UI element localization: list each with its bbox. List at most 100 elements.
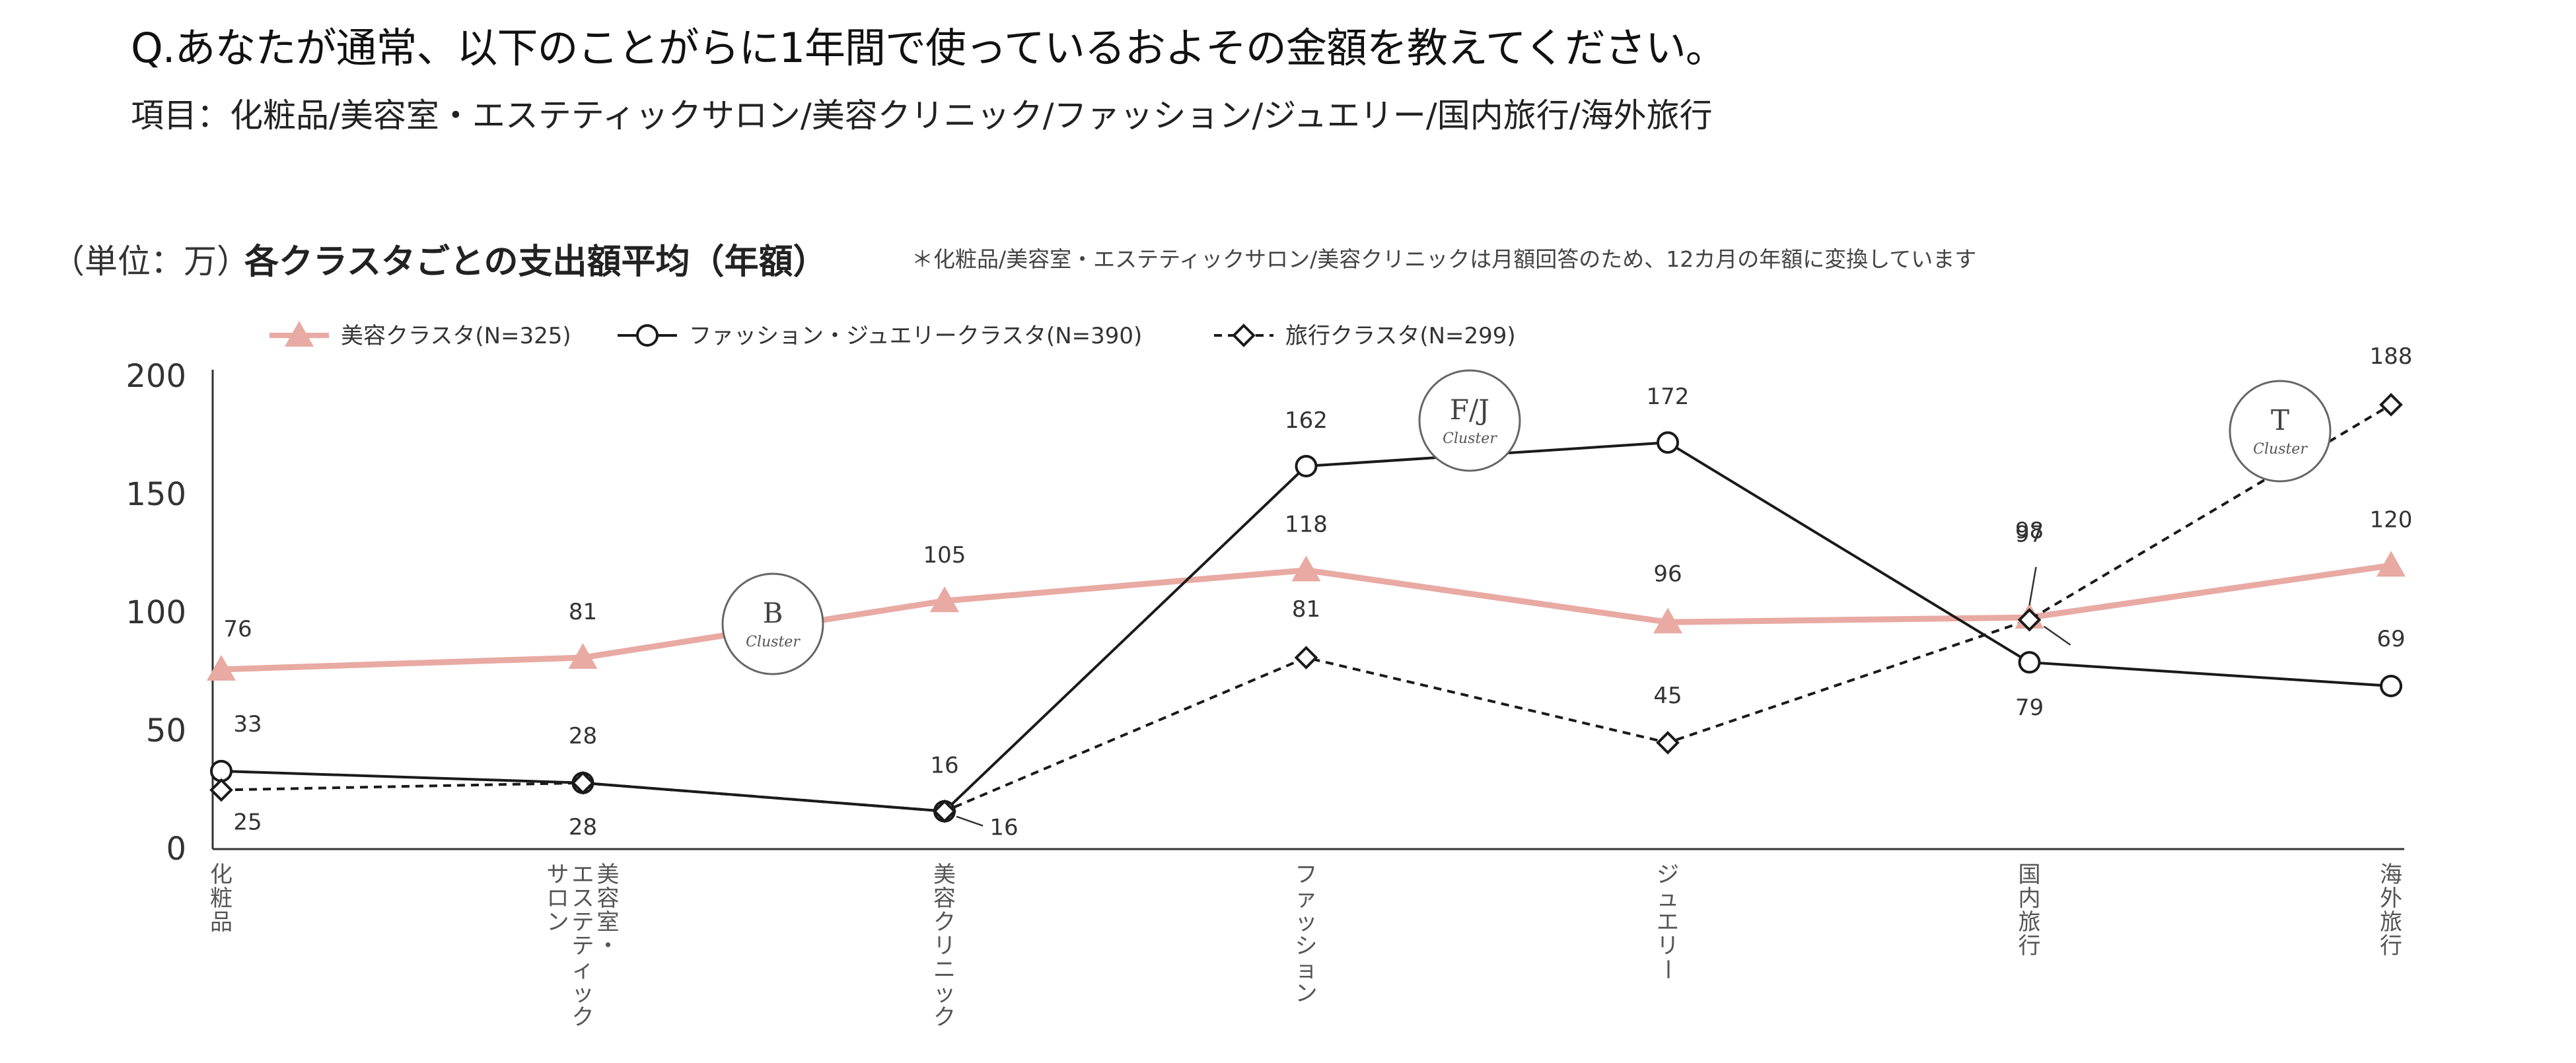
x-category-label-char: ・	[597, 933, 620, 959]
x-category-label-char: 外	[2380, 885, 2402, 912]
x-category-label-char: ン	[547, 909, 569, 936]
data-label: 28	[569, 814, 597, 840]
x-category-label-char: 粧	[210, 885, 233, 912]
x-category-label-char: 行	[2019, 933, 2041, 959]
x-category-label-char: ァ	[1295, 885, 1318, 912]
data-label: 69	[2377, 626, 2405, 652]
x-category-label-char: ク	[933, 909, 956, 936]
x-category-label-char: ッ	[1295, 909, 1318, 936]
cluster-badge-letter: T	[2271, 404, 2289, 436]
data-label: 105	[923, 542, 966, 568]
data-label: 97	[2015, 522, 2044, 548]
legend-marker-1	[636, 324, 659, 347]
legend-label: 旅行クラスタ(N=299)	[1285, 323, 1516, 349]
leader-line	[956, 815, 984, 827]
series-1-point	[2380, 674, 2402, 697]
data-label: 172	[1647, 384, 1690, 410]
series-1-point	[1657, 431, 1679, 454]
items-list: 項目：化粧品/美容室・エステティックサロン/美容クリニック/ファッション/ジュエ…	[131, 96, 1713, 135]
x-category-label-char: シ	[1295, 933, 1318, 959]
cluster-badge-sub: Cluster	[746, 634, 801, 650]
data-label: 33	[233, 711, 262, 737]
data-label: 28	[569, 723, 597, 749]
data-label: 98	[2015, 518, 2044, 544]
y-tick-label: 200	[125, 358, 186, 395]
x-category-label-char: ス	[572, 885, 594, 912]
data-label: 81	[569, 599, 597, 625]
series-1-point	[1295, 455, 1318, 478]
legend-label: 美容クラスタ(N=325)	[341, 323, 571, 349]
x-category-label-char: 美	[597, 862, 620, 888]
series-2-point	[933, 799, 956, 823]
x-category-label-char: テ	[572, 933, 594, 959]
x-category-label-char: ン	[1295, 980, 1318, 1007]
x-category-label-char: フ	[1295, 862, 1318, 888]
series-1-point	[210, 759, 233, 782]
leader-line	[2043, 625, 2071, 646]
x-category-label-char: ニ	[933, 957, 956, 983]
x-category-label-char: ッ	[933, 980, 956, 1007]
y-tick-label: 150	[125, 476, 186, 513]
series-2-point	[1294, 646, 1318, 669]
x-category-label-char: 旅	[2019, 909, 2041, 936]
data-label: 16	[989, 815, 1018, 841]
data-label: 16	[930, 753, 958, 779]
data-label: 120	[2370, 506, 2413, 533]
x-category-label-char: 内	[2019, 885, 2041, 912]
x-category-label-char: 室	[597, 909, 620, 936]
x-category-label-char: 国	[2019, 862, 2041, 888]
y-tick-label: 0	[166, 831, 186, 868]
series-2-point	[1656, 731, 1680, 755]
cluster-badge	[2229, 380, 2332, 483]
question-text: Q.あなたが通常、以下のことがらに1年間で使っているおよその金額を教えてください…	[131, 24, 1727, 72]
cluster-badge-letter: F/J	[1450, 394, 1489, 426]
x-category-label-char: ク	[933, 1004, 956, 1031]
series-0-point	[1291, 555, 1321, 582]
x-category-label-char: エ	[1657, 909, 1679, 936]
x-category-label-char: 容	[933, 885, 956, 912]
x-category-label-char: ュ	[1657, 885, 1679, 912]
series-line-1	[221, 441, 2392, 813]
x-category-label-char: サ	[547, 862, 569, 888]
unit-label: （単位：万）	[52, 242, 250, 281]
cluster-badge	[1418, 369, 1521, 472]
chart-note: ＊化粧品/美容室・エステティックサロン/美容クリニックは月額回答のため、12カ月…	[912, 246, 1977, 272]
legend-marker-0	[285, 321, 314, 347]
series-2-point	[2379, 393, 2403, 417]
series-0-point	[930, 586, 959, 613]
x-category-label-char: 品	[210, 909, 233, 936]
cluster-badge-sub: Cluster	[1443, 430, 1497, 447]
data-label: 45	[1653, 683, 1682, 709]
x-category-label-char: ー	[1654, 958, 1680, 980]
series-0-point	[2377, 551, 2406, 577]
legend-marker-2	[1232, 324, 1256, 347]
series-2-point	[209, 778, 233, 802]
x-category-label-char: エ	[572, 862, 594, 888]
cluster-badge	[721, 572, 824, 675]
data-label: 96	[1653, 561, 1682, 587]
x-category-label-char: ク	[572, 1004, 594, 1031]
series-2-point	[2017, 607, 2042, 632]
series-0-point	[568, 643, 598, 669]
data-label: 188	[2370, 343, 2413, 370]
x-category-label-char: リ	[933, 933, 956, 959]
y-tick-label: 100	[125, 594, 186, 631]
y-tick-label: 50	[146, 712, 186, 749]
series-1-point	[2018, 651, 2041, 674]
x-category-label-char: 美	[933, 862, 956, 888]
x-category-label-char: ョ	[1295, 957, 1318, 983]
cluster-badge-letter: B	[763, 597, 783, 629]
data-label: 79	[2015, 695, 2044, 721]
x-category-label-char: 旅	[2380, 909, 2402, 936]
data-label: 162	[1285, 407, 1328, 434]
x-category-label-char: テ	[572, 909, 594, 936]
cluster-badge-sub: Cluster	[2253, 441, 2308, 458]
data-label: 25	[233, 809, 262, 836]
series-2-point	[571, 771, 595, 795]
data-label: 76	[223, 616, 252, 642]
x-category-label-char: 化	[210, 862, 233, 888]
x-category-label-char: 海	[2380, 862, 2402, 888]
x-category-label-char: ロ	[547, 885, 569, 912]
x-category-label-char: ッ	[572, 980, 594, 1007]
series-0-point	[207, 654, 236, 681]
